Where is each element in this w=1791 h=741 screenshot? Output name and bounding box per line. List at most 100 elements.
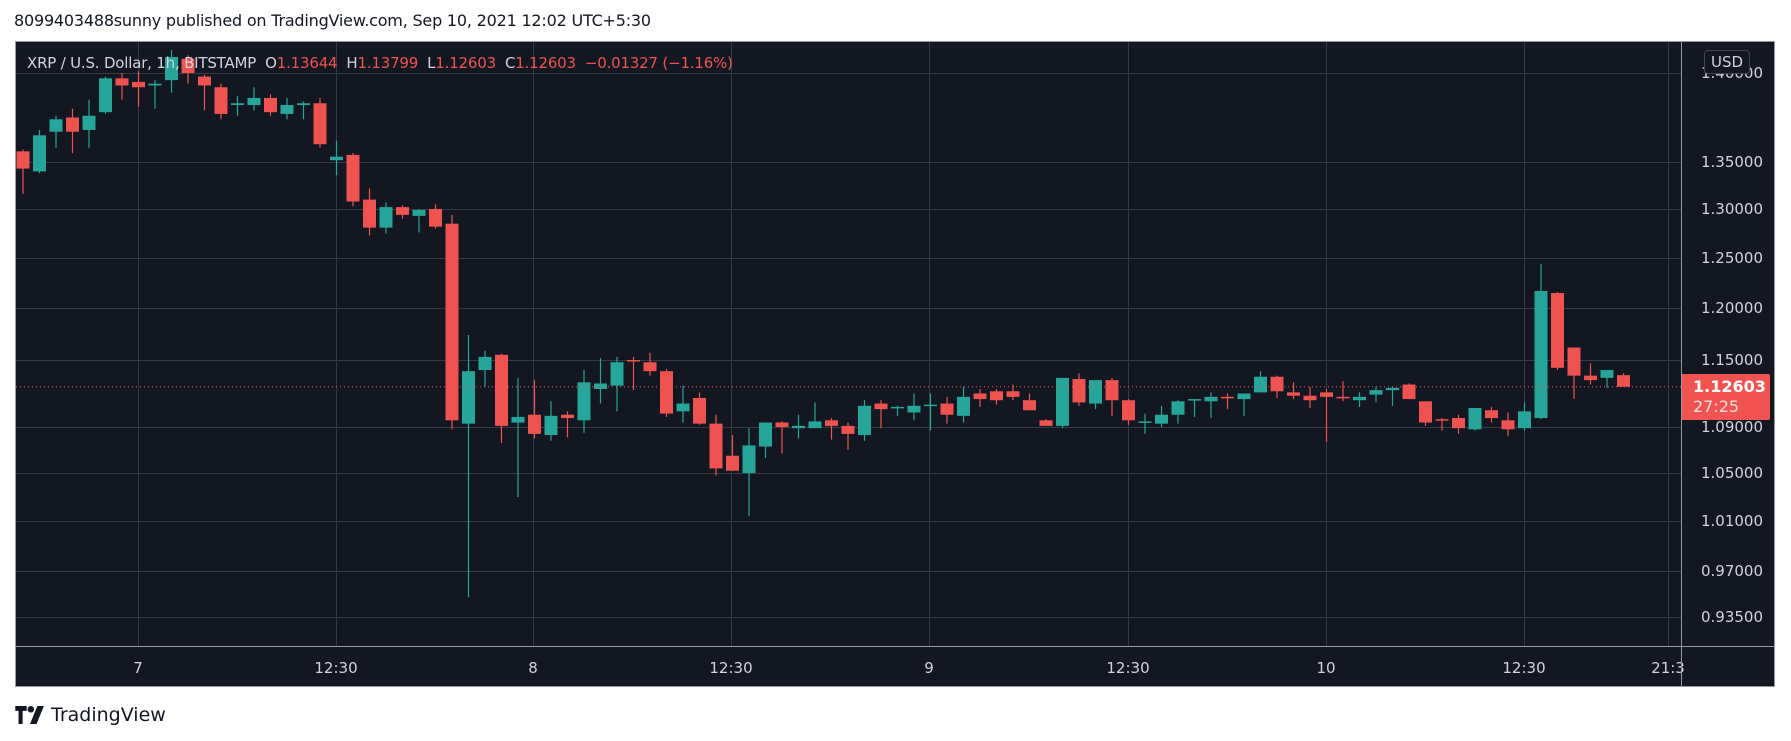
- candle[interactable]: [1204, 392, 1218, 419]
- candle[interactable]: [511, 377, 525, 497]
- candle[interactable]: [462, 335, 475, 598]
- currency-button[interactable]: USD: [1704, 50, 1751, 74]
- candle[interactable]: [561, 411, 574, 438]
- candle[interactable]: [148, 80, 162, 109]
- time-axis[interactable]: 7 12:30 8 12:30 9 12:30 10 12:30 21:3: [16, 646, 1685, 687]
- candle[interactable]: [1155, 405, 1168, 427]
- candle[interactable]: [330, 140, 343, 176]
- candle[interactable]: [1567, 347, 1581, 400]
- candle[interactable]: [693, 392, 706, 425]
- candle[interactable]: [115, 73, 129, 100]
- candle[interactable]: [82, 99, 96, 148]
- candlestick-chart[interactable]: [16, 42, 1681, 646]
- candle[interactable]: [627, 356, 640, 391]
- candle[interactable]: [1600, 370, 1614, 388]
- candle[interactable]: [594, 357, 607, 404]
- candle[interactable]: [1369, 386, 1383, 403]
- candle[interactable]: [528, 380, 541, 439]
- candle[interactable]: [1089, 380, 1102, 410]
- candle[interactable]: [808, 402, 822, 429]
- candle[interactable]: [66, 108, 79, 154]
- candle[interactable]: [1320, 389, 1333, 442]
- candle[interactable]: [957, 386, 970, 423]
- candle[interactable]: [313, 97, 327, 148]
- candle[interactable]: [1386, 386, 1399, 406]
- candle[interactable]: [363, 188, 376, 236]
- candle[interactable]: [676, 385, 690, 423]
- candle[interactable]: [1254, 371, 1267, 393]
- tradingview-logo[interactable]: TradingView: [15, 704, 166, 726]
- candle[interactable]: [1435, 418, 1449, 431]
- candle[interactable]: [379, 202, 393, 234]
- candle[interactable]: [99, 76, 112, 114]
- candle[interactable]: [445, 214, 459, 430]
- candle[interactable]: [1452, 414, 1465, 434]
- candle[interactable]: [429, 204, 442, 229]
- candle[interactable]: [907, 393, 921, 421]
- candle[interactable]: [874, 400, 888, 429]
- candle[interactable]: [1468, 408, 1482, 431]
- candle[interactable]: [297, 101, 310, 120]
- candle[interactable]: [1419, 401, 1432, 426]
- candle[interactable]: [742, 428, 756, 517]
- candle[interactable]: [478, 350, 492, 387]
- candle[interactable]: [1485, 406, 1498, 423]
- candle[interactable]: [1056, 377, 1069, 429]
- candle[interactable]: [396, 205, 409, 219]
- candle[interactable]: [1303, 386, 1317, 409]
- candle[interactable]: [891, 405, 904, 416]
- candle[interactable]: [1534, 264, 1548, 420]
- candle[interactable]: [973, 389, 987, 407]
- candle[interactable]: [643, 352, 657, 376]
- candle[interactable]: [33, 129, 46, 174]
- chart-panel[interactable]: XRP / U.S. Dollar, 1h, BITSTAMP O1.13644 H…: [15, 41, 1775, 687]
- plot-area[interactable]: XRP / U.S. Dollar, 1h, BITSTAMP O1.13644 H…: [16, 42, 1681, 646]
- candle[interactable]: [1171, 400, 1185, 424]
- symbol-title[interactable]: XRP / U.S. Dollar, 1h, BITSTAMP: [27, 54, 257, 72]
- candle[interactable]: [660, 368, 673, 417]
- candle[interactable]: [1122, 399, 1135, 425]
- candle[interactable]: [198, 74, 211, 111]
- candle[interactable]: [858, 400, 871, 441]
- candle[interactable]: [1551, 292, 1564, 371]
- candle[interactable]: [1138, 413, 1152, 434]
- candle[interactable]: [775, 421, 789, 454]
- candle[interactable]: [610, 356, 624, 412]
- candle[interactable]: [1353, 392, 1366, 407]
- candle[interactable]: [16, 149, 30, 194]
- candle[interactable]: [544, 401, 558, 441]
- candle[interactable]: [841, 422, 855, 450]
- candle[interactable]: [49, 115, 63, 148]
- candle[interactable]: [1501, 412, 1515, 437]
- candle[interactable]: [709, 414, 723, 476]
- candle[interactable]: [1039, 419, 1053, 426]
- candle[interactable]: [247, 87, 261, 111]
- candle[interactable]: [1402, 383, 1416, 400]
- candle[interactable]: [1221, 393, 1234, 410]
- candle[interactable]: [1584, 363, 1597, 385]
- candle[interactable]: [231, 96, 244, 116]
- candle[interactable]: [181, 55, 195, 84]
- candle[interactable]: [264, 94, 277, 116]
- candle[interactable]: [577, 370, 591, 433]
- candle[interactable]: [214, 83, 228, 120]
- candle[interactable]: [495, 353, 508, 444]
- price-axis[interactable]: 0.93500 0.97000 1.01000 1.05000 1.09000 1.150…: [1681, 42, 1775, 646]
- candle[interactable]: [1188, 399, 1201, 417]
- candle[interactable]: [280, 97, 294, 120]
- candle[interactable]: [759, 422, 772, 459]
- candle[interactable]: [990, 389, 1003, 405]
- candle[interactable]: [1518, 402, 1531, 431]
- candle[interactable]: [1336, 381, 1350, 402]
- candle[interactable]: [940, 396, 954, 424]
- candle[interactable]: [825, 418, 838, 440]
- candle[interactable]: [924, 393, 937, 431]
- candle[interactable]: [1105, 377, 1119, 416]
- candle[interactable]: [1617, 373, 1630, 387]
- candle[interactable]: [165, 49, 178, 93]
- candle[interactable]: [792, 414, 805, 439]
- candle[interactable]: [1072, 373, 1086, 406]
- candle[interactable]: [1287, 382, 1300, 400]
- candle[interactable]: [1023, 393, 1036, 411]
- candle[interactable]: [1237, 393, 1251, 416]
